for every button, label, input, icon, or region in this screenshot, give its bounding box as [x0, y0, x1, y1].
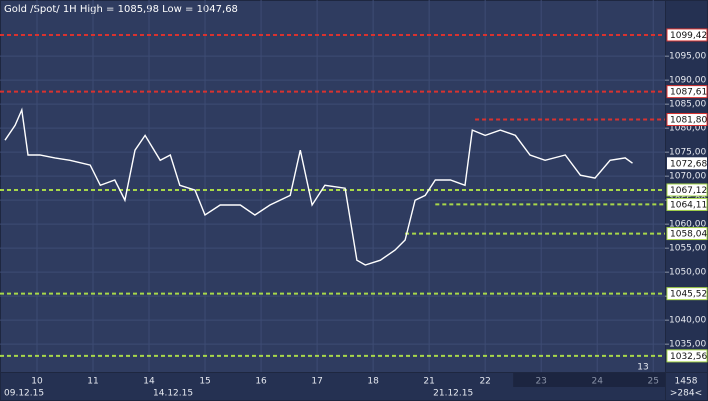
corner [666, 373, 707, 400]
level-label: 1099,42 [670, 31, 707, 41]
y-tick-label: 1090,00 [669, 76, 706, 86]
bottom-note: 13 [637, 363, 648, 373]
x-tick-label: 25 [648, 377, 659, 387]
x-tick-label: 15 [199, 377, 210, 387]
y-tick-label: 1095,00 [669, 52, 706, 62]
level-label: 1081,80 [670, 116, 707, 126]
date-label: 14.12.15 [153, 389, 193, 399]
level-box [666, 28, 708, 42]
y-tick-label: 1040,00 [669, 316, 706, 326]
level-box [666, 183, 708, 197]
x-tick-label: 11 [87, 377, 98, 387]
y-tick-label: 1055,00 [669, 244, 706, 254]
corner-top: 1458 [675, 377, 698, 387]
price-line [4, 107, 633, 266]
level-label: 1067,12 [670, 186, 707, 196]
x-tick-label: 24 [591, 377, 603, 387]
level-label: 1087,61 [670, 88, 707, 98]
date-label: 09.12.15 [4, 389, 44, 399]
level-label: 1032,56 [670, 352, 707, 362]
y-tick-label: 1075,00 [669, 148, 706, 158]
date-label: 21.12.15 [433, 389, 473, 399]
x-tick-label: 17 [311, 377, 322, 387]
x-tick-label: 16 [255, 377, 267, 387]
level-box [666, 197, 708, 211]
x-tick-label: 22 [479, 377, 490, 387]
x-tick-label: 10 [31, 377, 43, 387]
y-tick-label: 1060,00 [669, 220, 706, 230]
level-label: 1045,52 [670, 290, 707, 300]
corner-bottom: >284< [670, 389, 702, 399]
level-box [666, 113, 708, 127]
level-box [666, 287, 708, 301]
level-label: 1064,11 [670, 200, 707, 210]
x-tick-label: 21 [423, 377, 434, 387]
y-tick-label: 1050,00 [669, 268, 706, 278]
y-tick-label: 1070,00 [669, 172, 706, 182]
y-tick-label: 1080,00 [669, 124, 706, 134]
future-zone [513, 373, 665, 387]
chart-title: Gold /Spot/ 1H High = 1085,98 Low = 1047… [4, 4, 238, 15]
x-tick-label: 23 [535, 377, 546, 387]
level-box [666, 85, 708, 99]
current-box [667, 157, 707, 170]
x-tick-label: 18 [367, 377, 379, 387]
level-box [666, 227, 708, 241]
x-tick-label: 14 [143, 377, 155, 387]
y-tick-label: 1035,00 [669, 340, 706, 350]
level-label: 1058,04 [670, 230, 707, 240]
level-box [666, 349, 708, 363]
current-label: 1072,68 [670, 159, 707, 169]
y-tick-label: 1085,00 [669, 100, 706, 110]
